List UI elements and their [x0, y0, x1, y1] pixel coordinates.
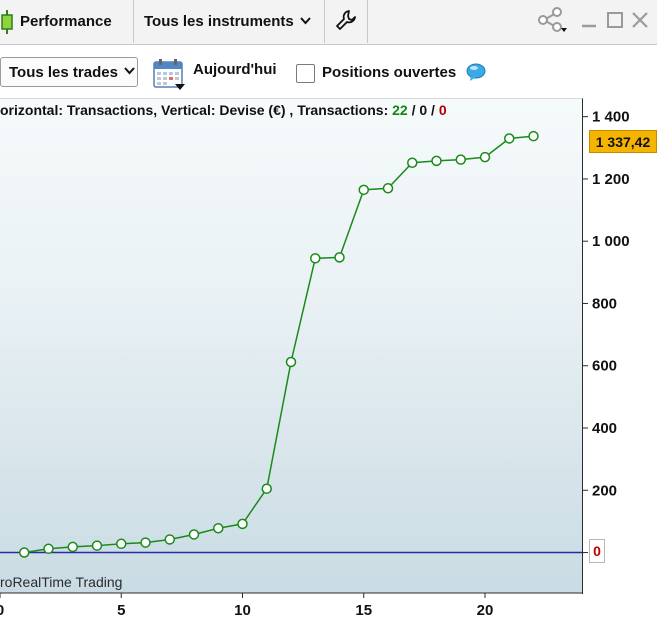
x-tick-label: 10 — [234, 602, 251, 619]
data-point — [188, 529, 200, 540]
data-point — [140, 537, 151, 548]
info-bubble-icon[interactable] — [466, 63, 486, 81]
x-tick-label: 20 — [477, 602, 494, 619]
data-point — [261, 483, 272, 494]
x-axis: 0 5 10 15 20 — [0, 592, 582, 619]
instruments-label: Tous les instruments — [144, 13, 294, 30]
last-value-badge: 1 337,42 — [589, 130, 657, 153]
calendar-button[interactable] — [152, 57, 186, 91]
filter-bar: Tous les trades Aujourd'hui Positions ou… — [0, 45, 657, 97]
data-point — [67, 541, 78, 553]
trades-select[interactable]: Tous les trades — [0, 57, 138, 87]
series-points — [19, 130, 539, 558]
info-separator: / — [427, 102, 439, 118]
y-tick-label: 200 — [592, 482, 617, 499]
data-point — [382, 183, 394, 194]
performance-chart: orizontal: Transactions, Vertical: Devis… — [0, 98, 657, 625]
chevron-down-icon — [300, 16, 311, 28]
data-point — [407, 157, 418, 169]
open-positions-label: Positions ouvertes — [322, 64, 457, 81]
performance-tab[interactable]: Performance — [0, 0, 134, 43]
plot-area — [0, 98, 583, 594]
maximize-icon — [606, 11, 624, 34]
zero-count: 0 — [419, 102, 428, 118]
transactions-count: 22 — [392, 102, 408, 118]
data-point — [431, 155, 442, 167]
zero-value-badge: 0 — [589, 539, 605, 563]
chart-svg: 200 400 600 800 1 000 1 200 1 400 0 5 10 15 20 — [0, 109, 630, 619]
x-tick-label: 5 — [117, 602, 125, 619]
y-tick-label: 1 200 — [592, 171, 630, 188]
y-tick-label: 1 000 — [592, 233, 630, 250]
series-line — [24, 135, 534, 554]
data-point — [455, 154, 466, 165]
date-range-label[interactable]: Aujourd'hui — [193, 61, 277, 78]
close-icon — [631, 11, 649, 34]
y-tick-label: 400 — [592, 420, 617, 437]
data-point — [310, 253, 321, 264]
data-point — [285, 356, 297, 368]
minimize-button[interactable] — [578, 8, 600, 36]
trades-select-label: Tous les trades — [9, 63, 118, 81]
data-point — [164, 534, 175, 545]
chevron-down-icon — [124, 66, 135, 78]
wrench-icon — [335, 9, 357, 35]
data-point — [116, 538, 127, 550]
y-tick-label: 600 — [592, 358, 617, 375]
minimize-icon — [580, 11, 598, 34]
data-point — [504, 133, 515, 144]
instruments-dropdown[interactable]: Tous les instruments — [134, 0, 325, 43]
x-tick-label: 15 — [355, 602, 372, 619]
data-point — [528, 130, 539, 142]
share-icon — [536, 6, 568, 38]
performance-label: Performance — [20, 13, 112, 30]
x-tick-label: 0 — [0, 602, 4, 619]
data-point — [19, 547, 30, 558]
info-separator: / — [407, 102, 420, 118]
top-toolbar: Performance Tous les instruments — [0, 0, 657, 45]
data-point — [237, 518, 248, 530]
data-point — [91, 540, 103, 551]
data-point — [358, 184, 369, 196]
share-button[interactable] — [534, 6, 570, 38]
open-positions-checkbox[interactable] — [296, 64, 315, 83]
data-point — [213, 522, 224, 534]
y-axis: 200 400 600 800 1 000 1 200 1 400 — [582, 109, 630, 554]
chart-info-prefix: orizontal: Transactions, Vertical: Devis… — [0, 102, 393, 118]
data-point — [479, 151, 491, 163]
candlestick-icon — [0, 9, 14, 35]
y-tick-label: 1 400 — [592, 109, 630, 126]
red-count: 0 — [438, 102, 447, 118]
settings-button[interactable] — [325, 0, 368, 43]
maximize-button[interactable] — [604, 8, 626, 36]
data-point — [43, 543, 54, 555]
y-tick-label: 800 — [592, 295, 617, 312]
data-point — [334, 252, 345, 263]
calendar-icon — [152, 59, 186, 95]
close-button[interactable] — [629, 8, 651, 36]
chart-info-line: orizontal: Transactions, Vertical: Devis… — [0, 102, 447, 118]
watermark: roRealTime Trading — [0, 574, 123, 590]
